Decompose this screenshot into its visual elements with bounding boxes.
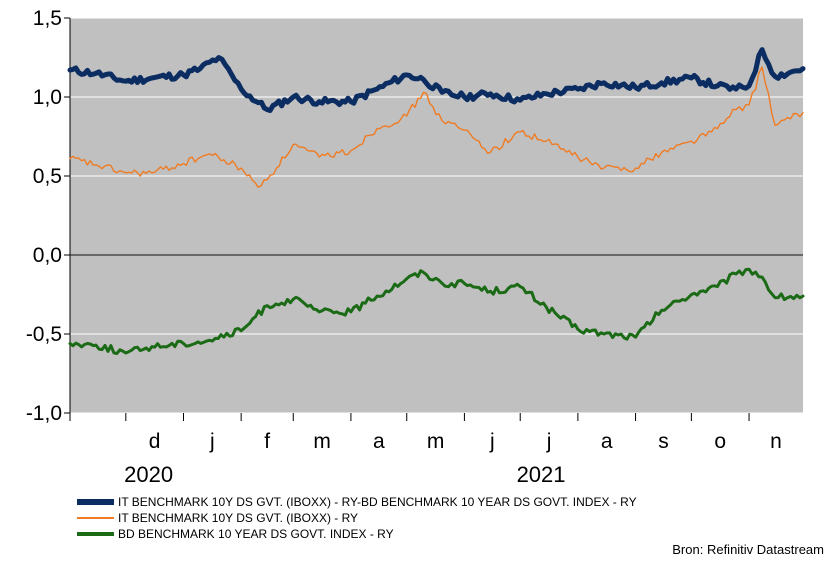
series-lines	[67, 47, 806, 355]
y-tick-label: 0,0	[33, 244, 62, 267]
source-note: Bron: Refinitiv Datastream	[672, 542, 824, 557]
x-tick-label: f	[264, 430, 270, 453]
x-tick-label: s	[658, 430, 669, 453]
legend-label-spread: IT BENCHMARK 10Y DS GVT. (IBOXX) - RY-BD…	[118, 495, 637, 509]
x-tick-label: a	[373, 430, 385, 453]
series-line-it	[69, 66, 804, 188]
x-tick-label: a	[601, 430, 613, 453]
series-line-bd	[68, 267, 805, 355]
x-axis-tick-labels: d j f m a m j j a s o n 2020 2021	[124, 430, 782, 487]
x-tick-label: j	[489, 430, 495, 453]
legend-swatch-it	[77, 517, 114, 519]
x-tick-label: o	[714, 430, 726, 453]
y-tick-label: -0,5	[26, 323, 62, 346]
chart: 1,5 1,0 0,5 0,0 -0,5 -1,0 d j f m a m j j a s o n 2020 202…	[26, 7, 806, 487]
x-tick-label: m	[427, 430, 445, 453]
legend: IT BENCHMARK 10Y DS GVT. (IBOXX) - RY-BD…	[77, 494, 637, 542]
y-tick-label: -1,0	[26, 402, 62, 425]
y-tick-label: 1,5	[33, 7, 62, 30]
legend-swatch-spread	[77, 499, 114, 505]
legend-item: IT BENCHMARK 10Y DS GVT. (IBOXX) - RY	[77, 510, 637, 526]
series-line-spread	[67, 47, 806, 113]
legend-label-it: IT BENCHMARK 10Y DS GVT. (IBOXX) - RY	[118, 511, 359, 525]
x-tick-label: j	[546, 430, 552, 453]
y-tick-label: 0,5	[33, 165, 62, 188]
gridlines	[64, 17, 803, 421]
legend-swatch-bd	[77, 532, 114, 536]
x-tick-label: m	[313, 430, 331, 453]
year-label: 2020	[124, 462, 173, 487]
legend-item: BD BENCHMARK 10 YEAR DS GOVT. INDEX - RY	[77, 526, 637, 542]
legend-item: IT BENCHMARK 10Y DS GVT. (IBOXX) - RY-BD…	[77, 494, 637, 510]
year-label: 2021	[517, 462, 566, 487]
y-axis-tick-labels: 1,5 1,0 0,5 0,0 -0,5 -1,0	[26, 7, 62, 425]
x-tick-label: n	[770, 430, 782, 453]
legend-label-bd: BD BENCHMARK 10 YEAR DS GOVT. INDEX - RY	[118, 527, 394, 541]
y-tick-label: 1,0	[33, 86, 62, 109]
x-tick-label: j	[209, 430, 215, 453]
x-tick-label: d	[149, 430, 161, 453]
